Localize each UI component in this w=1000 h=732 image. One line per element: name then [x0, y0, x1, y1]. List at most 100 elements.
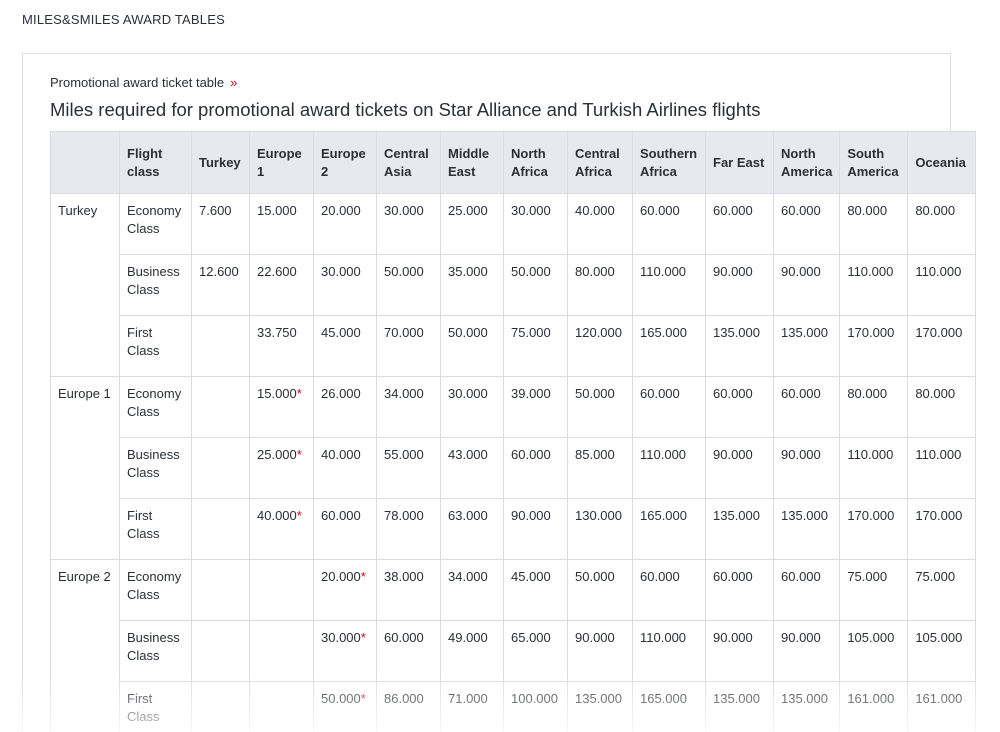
miles-cell: 60.000	[772, 193, 841, 255]
miles-cell: 90.000	[772, 620, 841, 682]
empty-cell	[249, 620, 314, 682]
miles-cell: 170.000	[839, 498, 909, 560]
table-row: Europe 2 Economy Class 20.000* 38.000 34.000…	[50, 559, 977, 732]
miles-cell: 75.000	[503, 315, 568, 377]
miles-cell: 45.000	[313, 315, 377, 377]
header-cell: Southern Africa	[632, 131, 706, 194]
table-link[interactable]: Promotional award ticket table »	[50, 75, 237, 90]
header-cell: Central Asia	[376, 131, 441, 194]
header-cell: South America	[839, 131, 909, 194]
miles-cell: 110.000	[632, 620, 706, 682]
miles-cell: 135.000	[567, 681, 633, 732]
link-arrow[interactable]: »	[230, 75, 238, 90]
footnote-mark: *	[360, 569, 366, 584]
miles-cell: 50.000	[567, 559, 633, 621]
miles-cell: 135.000	[705, 681, 774, 732]
miles-cell: 20.000*	[313, 559, 377, 621]
miles-cell: 40.000	[313, 437, 377, 499]
miles-cell: 85.000	[567, 437, 633, 499]
miles-cell: 25.000	[440, 193, 504, 255]
miles-cell: 75.000	[907, 559, 977, 621]
section-heading: Miles required for promotional award tic…	[50, 99, 761, 120]
miles-cell: 80.000	[839, 376, 909, 438]
miles-cell: 80.000	[839, 193, 909, 255]
miles-cell: 34.000	[376, 376, 441, 438]
miles-cell: 30.000	[313, 254, 377, 316]
miles-cell: 65.000	[503, 620, 568, 682]
award-table: Flight class Turkey Europe 1 Europe 2 Centra…	[50, 131, 977, 732]
miles-cell: 78.000	[376, 498, 441, 560]
miles-cell: 30.000	[503, 193, 568, 255]
miles-cell: 43.000	[440, 437, 504, 499]
miles-cell: 110.000	[907, 437, 977, 499]
footnote-mark: *	[360, 630, 366, 645]
miles-cell: 75.000	[839, 559, 909, 621]
table-row: First Class 33.750 45.000 70.000 50.000 75.00…	[51, 315, 977, 377]
miles-cell: 90.000	[503, 498, 568, 560]
table-row: Business Class 25.000* 40.000 55.000 43.000 6…	[51, 437, 977, 499]
header-cell	[50, 131, 120, 194]
miles-cell: 30.000	[440, 376, 504, 438]
miles-cell: 165.000	[632, 498, 706, 560]
miles-cell: 135.000	[772, 315, 841, 377]
miles-cell: 120.000	[567, 315, 633, 377]
miles-cell: 110.000	[839, 254, 909, 316]
miles-cell: 71.000	[440, 681, 504, 732]
miles-value: 25.000	[257, 447, 297, 462]
miles-cell: 90.000	[772, 254, 841, 316]
miles-cell: 50.000*	[313, 681, 377, 732]
link-text[interactable]: Promotional award ticket table	[50, 75, 225, 90]
miles-cell: 105.000	[907, 620, 977, 682]
miles-cell: 100.000	[503, 681, 568, 732]
class-cell: Business Class	[119, 254, 192, 316]
miles-cell: 50.000	[376, 254, 441, 316]
miles-cell: 135.000	[772, 681, 841, 732]
miles-cell: 165.000	[632, 681, 706, 732]
class-cell: First Class	[119, 498, 192, 560]
miles-cell: 33.750	[249, 315, 314, 377]
table-row: First Class 50.000* 86.000 71.000 100.000 135…	[51, 681, 977, 732]
miles-cell: 55.000	[376, 437, 441, 499]
empty-cell	[249, 681, 314, 732]
footnote-mark: *	[360, 691, 366, 706]
miles-cell: 170.000	[907, 315, 977, 377]
class-cell: Economy Class	[119, 559, 192, 621]
class-cell: Business Class	[119, 437, 192, 499]
miles-cell: 135.000	[772, 498, 841, 560]
miles-cell: 39.000	[503, 376, 568, 438]
miles-cell: 130.000	[567, 498, 633, 560]
class-cell: First Class	[119, 315, 192, 377]
empty-cell	[191, 559, 250, 621]
miles-cell: 38.000	[376, 559, 441, 621]
miles-cell: 110.000	[632, 254, 706, 316]
miles-cell: 40.000*	[249, 498, 314, 560]
miles-cell: 49.000	[440, 620, 504, 682]
miles-cell: 60.000	[313, 498, 377, 560]
header-cell: North Africa	[503, 131, 568, 194]
class-cell: Economy Class	[119, 193, 192, 255]
table-row: Business Class 12.600 22.600 30.000 50.000 35…	[51, 254, 977, 316]
miles-cell: 170.000	[839, 315, 909, 377]
miles-cell: 110.000	[632, 437, 706, 499]
miles-cell: 135.000	[705, 315, 774, 377]
miles-cell: 60.000	[632, 193, 706, 255]
class-cell: Business Class	[119, 620, 192, 682]
miles-cell: 90.000	[705, 437, 774, 499]
miles-cell: 50.000	[567, 376, 633, 438]
table-row: Europe 1 Economy Class 15.000* 26.000 34.000…	[50, 376, 977, 560]
miles-cell: 90.000	[705, 620, 774, 682]
miles-cell: 35.000	[440, 254, 504, 316]
empty-cell	[191, 681, 250, 732]
miles-cell: 110.000	[839, 437, 909, 499]
origin-cell: Turkey	[50, 193, 120, 377]
miles-cell: 30.000*	[313, 620, 377, 682]
miles-cell: 135.000	[705, 498, 774, 560]
header-cell: Oceania	[907, 131, 977, 194]
miles-cell: 45.000	[503, 559, 568, 621]
header-cell: Flight class	[119, 131, 192, 194]
miles-value: 40.000	[257, 508, 297, 523]
empty-cell	[191, 315, 250, 377]
empty-cell	[249, 559, 314, 621]
miles-cell: 20.000	[313, 193, 377, 255]
miles-cell: 30.000	[376, 193, 441, 255]
